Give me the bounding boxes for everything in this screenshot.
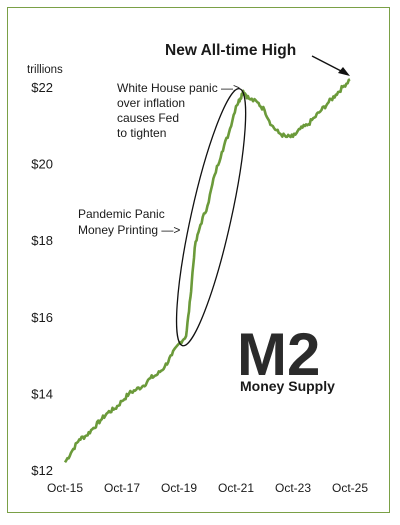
money-supply-label: Money Supply bbox=[240, 378, 335, 394]
m2-logo-text: M2 bbox=[237, 321, 320, 388]
white-house-annotation-line-1: White House panic —> bbox=[117, 81, 240, 95]
y-tick-label: $20 bbox=[31, 157, 53, 172]
m2-series-line bbox=[63, 78, 351, 464]
y-tick-label: $22 bbox=[31, 80, 53, 95]
pandemic-annotation: Pandemic Panic Money Printing —> bbox=[78, 207, 180, 237]
y-axis-unit-label: trillions bbox=[27, 64, 63, 76]
y-tick-label: $14 bbox=[31, 386, 53, 401]
x-tick-label: Oct-19 bbox=[161, 481, 197, 495]
x-tick-label: Oct-21 bbox=[218, 481, 254, 495]
x-tick-label: Oct-17 bbox=[104, 481, 140, 495]
pandemic-annotation-line-2: Money Printing —> bbox=[78, 223, 180, 237]
y-tick-label: $18 bbox=[31, 233, 53, 248]
x-tick-label: Oct-25 bbox=[332, 481, 368, 495]
title-arrow-icon bbox=[311, 55, 350, 76]
y-tick-label: $12 bbox=[31, 463, 53, 478]
x-axis-ticks: Oct-15 Oct-17 Oct-19 Oct-21 Oct-23 Oct-25 bbox=[47, 481, 368, 495]
white-house-annotation: White House panic —> over inflation caus… bbox=[117, 81, 240, 140]
white-house-annotation-line-3: causes Fed bbox=[117, 111, 179, 125]
chart-frame bbox=[7, 7, 390, 513]
series-layer bbox=[63, 78, 351, 464]
pandemic-annotation-line-1: Pandemic Panic bbox=[78, 207, 165, 221]
white-house-annotation-line-4: to tighten bbox=[117, 126, 166, 140]
chart-title: New All-time High bbox=[165, 42, 296, 59]
y-tick-label: $16 bbox=[31, 310, 53, 325]
white-house-annotation-line-2: over inflation bbox=[117, 96, 185, 110]
y-axis-ticks: $12 $14 $16 $18 $20 $22 bbox=[31, 80, 53, 478]
x-tick-label: Oct-15 bbox=[47, 481, 83, 495]
highlight-ellipse bbox=[175, 87, 247, 347]
x-tick-label: Oct-23 bbox=[275, 481, 311, 495]
